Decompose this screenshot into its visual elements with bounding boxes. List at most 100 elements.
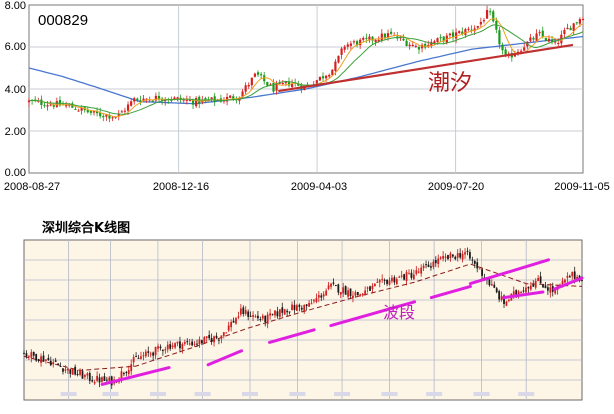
x-tick-mark [381,392,398,396]
candle-body [527,286,530,289]
candle-body [125,371,128,373]
candle-body [247,84,250,87]
candle-body [313,300,315,302]
candle-body [342,287,345,294]
candle-body [218,339,220,341]
candle-body [325,75,328,79]
candle-body [420,44,424,49]
candle-body [352,41,356,43]
candle-body [293,304,296,310]
candle-body [40,99,43,106]
candle-body [504,49,507,57]
y-tick-label: 8.00 [5,0,26,12]
x-tick-mark [241,392,258,396]
candle-body [222,100,226,102]
ma-mid-line [29,24,584,115]
candle-body [80,107,83,111]
candle-body [481,269,483,276]
candle-body [23,352,25,354]
wave-segment [100,366,171,386]
candle-body [415,270,418,274]
candle-body [142,355,145,357]
candle-body [391,277,393,282]
candle-body [331,69,334,76]
candle-body [303,305,306,312]
candle-body [318,76,322,81]
candle-body [442,36,445,42]
bottom-chart-title: 深圳综合K线图 [42,220,130,236]
x-tick-mark [149,392,166,396]
candle-body [140,356,142,359]
wave-segment [206,349,244,367]
candle-body [356,291,359,296]
candle-body [27,356,30,358]
candle-body [476,25,479,28]
candle-body [568,276,571,278]
candle-body [369,286,371,291]
candle-body [390,31,393,34]
candle-body [578,19,582,24]
candle-body [383,279,386,281]
candle-body [581,18,585,20]
candle-body [343,46,346,50]
candle-body [298,304,301,307]
candle-body [534,280,537,288]
top-ma-long [28,35,584,105]
candle-body [561,280,564,285]
candle-body [507,299,510,301]
candle-body [550,39,554,42]
candle-body [130,364,133,372]
candle-body [380,33,383,41]
candle-body [512,291,515,295]
candle-body [68,104,71,106]
candle-body [173,97,176,100]
candle-body [49,104,52,106]
candle-body [354,292,357,296]
candle-body [152,352,155,356]
candle-body [410,272,413,278]
candle-body [52,362,55,365]
candle-body [144,351,147,357]
candle-body [554,41,557,43]
candle-body [485,10,489,19]
candle-body [414,45,417,47]
candle-body [55,101,58,107]
bottom-annotation: 波段 [383,303,415,322]
candle-body [25,353,28,357]
candle-body [76,373,79,375]
candle-body [54,360,57,362]
x-tick-mark [102,392,119,396]
candle-body [271,314,274,316]
candle-body [566,275,569,278]
candle-body [388,280,391,285]
candle-body [439,257,442,259]
candle-body [296,305,298,311]
candle-body [283,309,286,315]
x-tick-label: 2009-11-05 [554,181,609,193]
candle-body [310,303,313,305]
candle-body [93,381,96,384]
candle-body [71,103,74,108]
candle-body [520,292,522,294]
candle-body [403,274,406,280]
y-tick-label: 6.00 [5,41,26,53]
candle-body [495,288,498,293]
candle-body [393,277,396,283]
top-chart: 8.00 6.00 4.00 2.00 0.00 2008-08-27 2008… [4,0,610,193]
candle-body [386,279,388,284]
bottom-x-ticks [60,392,535,396]
candle-body [182,99,185,101]
candle-body [256,72,260,75]
candle-body [454,256,457,260]
candle-body [467,28,470,30]
candle-body [43,105,46,107]
candle-body [183,342,186,344]
candle-body [45,359,47,361]
candle-body [261,315,264,319]
candle-body [466,250,469,252]
candle-body [478,268,481,270]
wave-segment [329,300,417,328]
bottom-chart: 深圳综合K线图 波段 [23,220,584,401]
x-tick-label: 2009-04-03 [291,181,347,193]
candle-body [103,376,106,381]
